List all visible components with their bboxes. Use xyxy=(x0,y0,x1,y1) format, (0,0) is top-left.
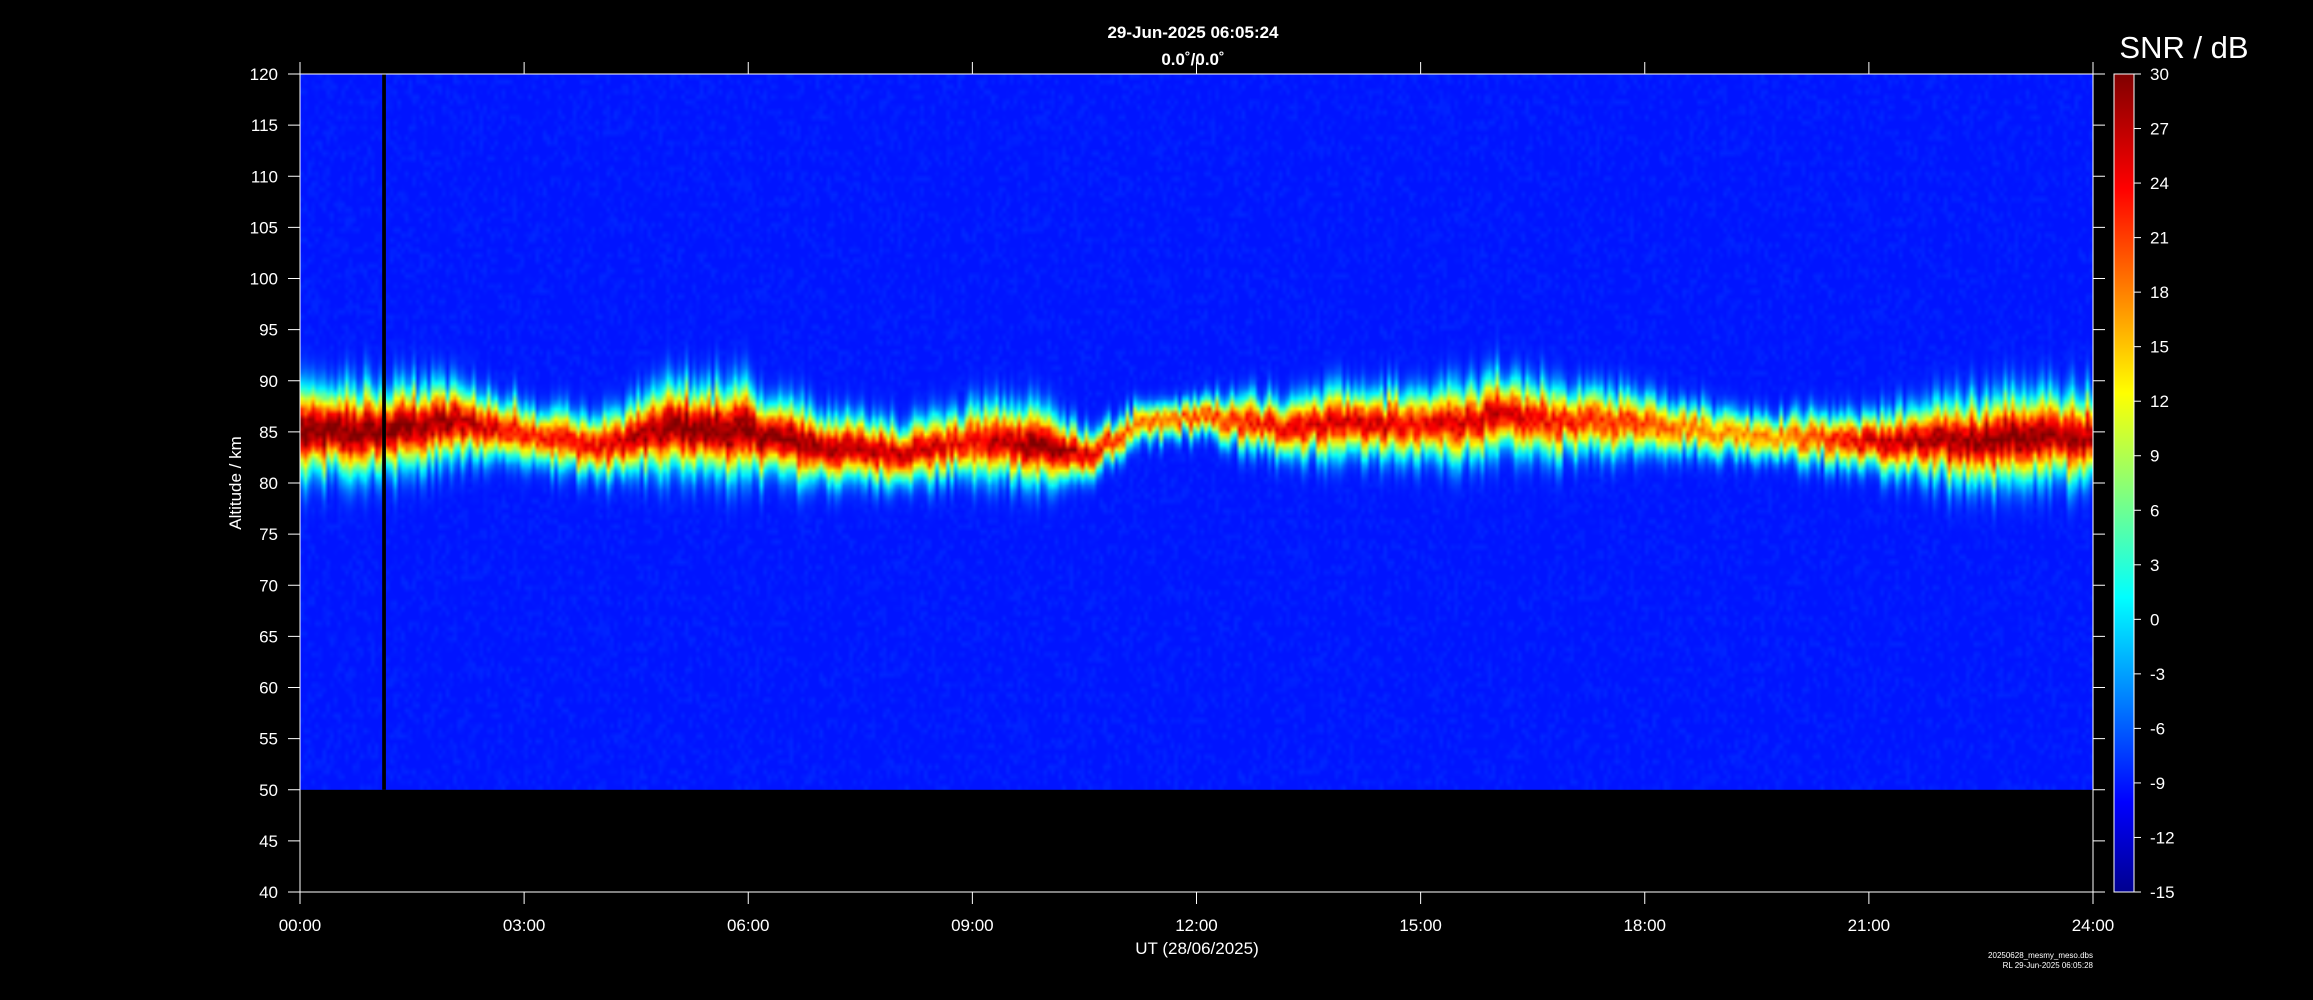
y-tick-label: 100 xyxy=(250,270,278,289)
x-tick-label: 03:00 xyxy=(503,916,546,935)
y-tick-label: 95 xyxy=(259,321,278,340)
heatmap-image xyxy=(300,74,2093,790)
y-tick-label: 80 xyxy=(259,474,278,493)
colorbar-tick-label: 3 xyxy=(2150,556,2159,575)
y-tick-label: 105 xyxy=(250,218,278,237)
colorbar-tick-label: 15 xyxy=(2150,338,2169,357)
x-axis: 00:00 03:00 06:00 09:00 12:00 15:00 18:00 21:00… xyxy=(279,62,2115,935)
colorbar-tick-label: 6 xyxy=(2150,501,2159,520)
y-tick-label: 65 xyxy=(259,627,278,646)
y-tick-label: 60 xyxy=(259,679,278,698)
data-gap-stripe xyxy=(382,74,386,790)
colorbar-tick-label: -9 xyxy=(2150,774,2165,793)
colorbar-tick-label: 12 xyxy=(2150,392,2169,411)
y-axis-label: Altitude / km xyxy=(226,436,245,530)
x-tick-label: 06:00 xyxy=(727,916,770,935)
colorbar-tick-label: 9 xyxy=(2150,447,2159,466)
y-tick-label: 40 xyxy=(259,883,278,902)
y-tick-label: 90 xyxy=(259,372,278,391)
x-tick-label: 12:00 xyxy=(1175,916,1218,935)
x-tick-label: 18:00 xyxy=(1623,916,1666,935)
footer-created: RL 29-Jun-2025 06:05:28 xyxy=(2003,961,2094,970)
y-axis: 40 45 50 55 60 65 70 75 80 85 90 95 100 105 110 115 120 xyxy=(250,65,2105,902)
y-tick-label: 55 xyxy=(259,730,278,749)
y-tick-label: 110 xyxy=(251,167,278,186)
chart-subtitle: 0.0˚/0.0˚ xyxy=(1161,50,1224,69)
y-tick-label: 70 xyxy=(259,576,278,595)
colorbar-ticks: -15 -12 -9 -6 -3 0 3 6 9 12 15 18 21 24 27 30 xyxy=(2134,65,2175,902)
x-tick-label: 21:00 xyxy=(1848,916,1891,935)
y-tick-label: 45 xyxy=(259,832,278,851)
chart-title: 29-Jun-2025 06:05:24 xyxy=(1107,23,1279,42)
colorbar-tick-label: -3 xyxy=(2150,665,2165,684)
x-tick-label: 00:00 xyxy=(279,916,322,935)
colorbar-title: SNR / dB xyxy=(2119,30,2248,65)
heatmap-plot-area xyxy=(300,74,2093,790)
x-tick-label: 24:00 xyxy=(2072,916,2115,935)
colorbar-tick-label: -15 xyxy=(2150,883,2175,902)
colorbar-tick-label: 0 xyxy=(2150,610,2159,629)
colorbar-tick-label: -12 xyxy=(2150,828,2175,847)
footer-filename: 20250628_mesmy_meso.dbs xyxy=(1988,951,2093,960)
y-tick-label: 50 xyxy=(259,781,278,800)
x-tick-label: 09:00 xyxy=(951,916,994,935)
y-tick-label: 75 xyxy=(259,525,278,544)
colorbar-tick-label: 24 xyxy=(2150,174,2169,193)
x-axis-label: UT (28/06/2025) xyxy=(1135,939,1258,958)
x-tick-label: 15:00 xyxy=(1399,916,1442,935)
y-tick-label: 115 xyxy=(251,116,278,135)
colorbar-tick-label: 30 xyxy=(2150,65,2169,84)
y-tick-label: 85 xyxy=(259,423,278,442)
colorbar-tick-label: 21 xyxy=(2150,229,2169,248)
colorbar-tick-label: -6 xyxy=(2150,719,2165,738)
y-tick-label: 120 xyxy=(250,65,278,84)
colorbar-tick-label: 27 xyxy=(2150,120,2169,139)
colorbar: -15 -12 -9 -6 -3 0 3 6 9 12 15 18 21 24 27 30 SNR / dB xyxy=(2113,30,2249,902)
colorbar-tick-label: 18 xyxy=(2150,283,2169,302)
colorbar-gradient xyxy=(2113,73,2135,893)
